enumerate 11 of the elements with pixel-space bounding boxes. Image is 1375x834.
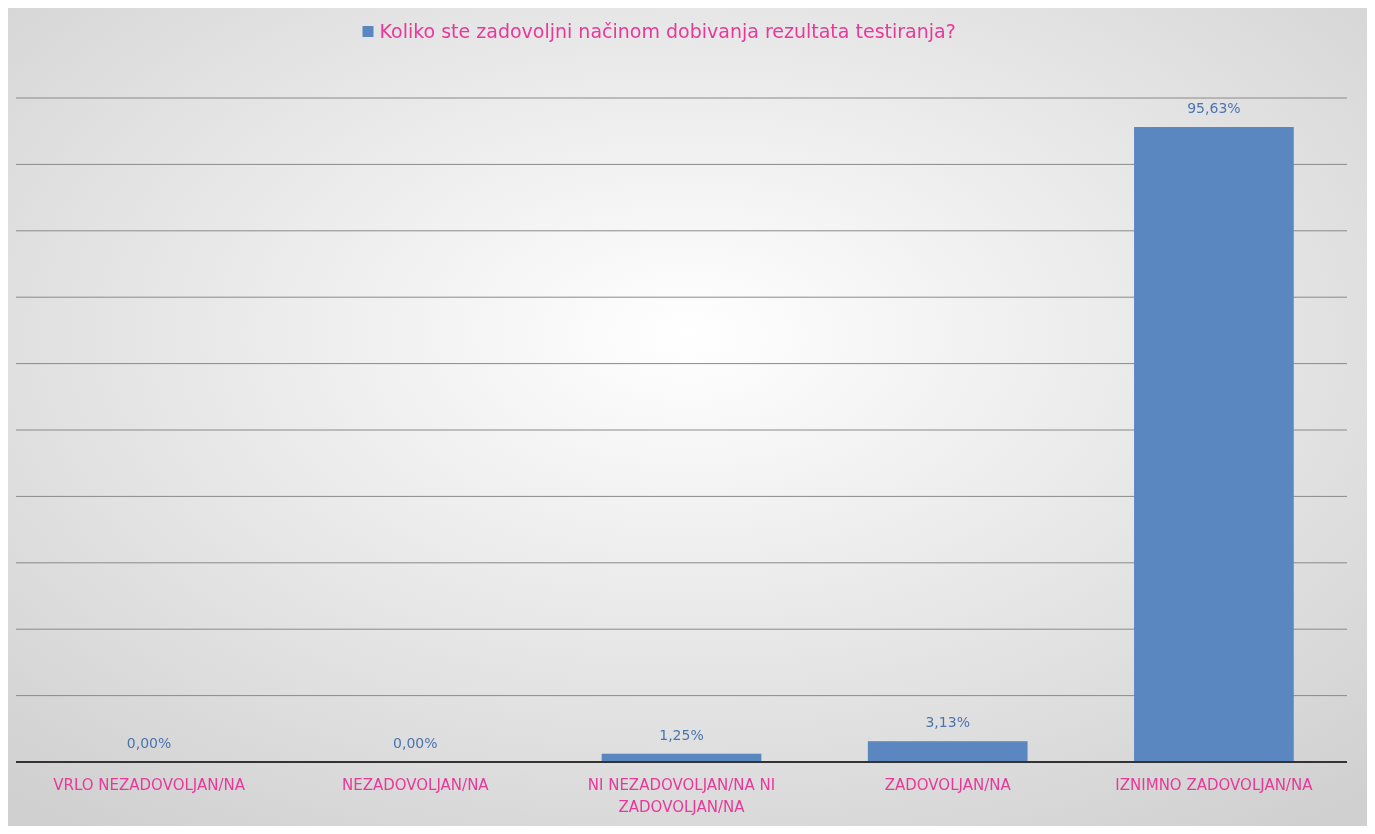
- x-tick-label: NEZADOVOLJAN/NA: [341, 776, 490, 794]
- x-tick-label: IZNIMNO ZADOVOLJAN/NA: [1115, 776, 1314, 794]
- x-tick-label: NI NEZADOVOLJAN/NA NI ZADOVOLJAN/NA: [587, 776, 776, 816]
- data-label: 1,25%: [659, 726, 704, 743]
- data-label: 3,13%: [925, 714, 970, 731]
- legend-label: Koliko ste zadovoljni načinom dobivanja rezultata testiranja?: [379, 20, 956, 42]
- x-tick-label: VRLO NEZADOVOLJAN/NA: [53, 776, 246, 794]
- x-tick-label: ZADOVOLJAN/NA: [884, 776, 1012, 794]
- data-label: 0,00%: [393, 735, 438, 751]
- data-label: 95,63%: [1187, 100, 1241, 117]
- data-label: 0,00%: [126, 735, 172, 751]
